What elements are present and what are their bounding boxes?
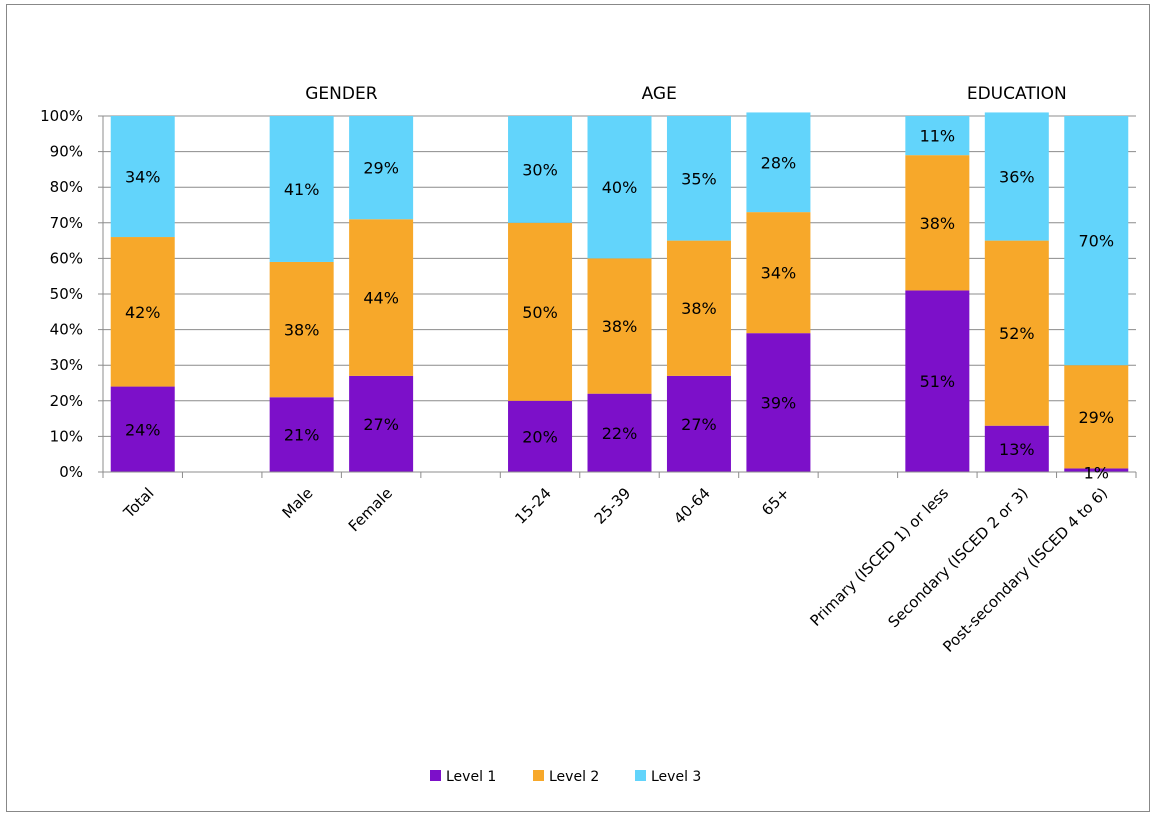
bar-segment xyxy=(587,116,652,259)
data-label: 24% xyxy=(125,420,161,439)
x-category-label: Post-secondary (ISCED 4 to 6) xyxy=(939,484,1111,656)
bar-segment xyxy=(666,240,731,376)
bar-segment xyxy=(349,219,414,376)
bar-segment xyxy=(746,333,811,472)
bar-segment xyxy=(269,261,334,398)
legend-label: Level 2 xyxy=(549,769,599,785)
bar-segment xyxy=(666,375,731,472)
data-label: 27% xyxy=(681,415,717,434)
bar-segment xyxy=(349,116,414,220)
x-category-label: 65+ xyxy=(758,484,793,519)
y-tick-label: 40% xyxy=(50,321,83,339)
legend-swatch xyxy=(430,770,441,781)
y-tick-label: 80% xyxy=(50,178,83,196)
bar-segment xyxy=(1064,468,1129,472)
bar-segment xyxy=(905,155,970,291)
data-label: 20% xyxy=(522,427,558,446)
x-category-label: Primary (ISCED 1) or less xyxy=(806,484,952,630)
data-label: 39% xyxy=(761,394,797,413)
bar-segment xyxy=(905,116,970,156)
data-label: 40% xyxy=(602,178,638,197)
y-tick-label: 30% xyxy=(50,356,83,374)
bar-segment xyxy=(508,222,573,401)
x-category-label: 25-39 xyxy=(591,484,635,528)
data-label: 1% xyxy=(1084,463,1109,482)
data-label: 13% xyxy=(999,440,1035,459)
bar-segment xyxy=(746,112,811,213)
legend-swatch xyxy=(533,770,544,781)
data-label: 34% xyxy=(761,264,797,283)
data-label: 38% xyxy=(920,214,956,233)
data-label: 34% xyxy=(125,168,161,187)
bar-segment xyxy=(508,400,573,472)
bar-segment xyxy=(666,116,731,241)
x-category-label: Total xyxy=(119,484,157,522)
y-tick-label: 70% xyxy=(50,214,83,232)
y-tick-label: 100% xyxy=(40,107,83,125)
y-tick-label: 10% xyxy=(50,427,83,445)
bar-segment xyxy=(349,375,414,472)
y-tick-labels: 0% 10% 20% 30% 40% 50% 60% 70% 80% 90% 100% xyxy=(40,107,83,481)
bar-segment xyxy=(269,397,334,472)
y-tick-label: 20% xyxy=(50,392,83,410)
data-label: 21% xyxy=(284,426,320,445)
data-label: 11% xyxy=(920,127,956,146)
legend-label: Level 1 xyxy=(446,769,496,785)
group-title: EDUCATION xyxy=(967,84,1067,104)
x-category-label: Female xyxy=(345,484,396,535)
data-label: 38% xyxy=(681,299,717,318)
bar-segment xyxy=(110,116,175,238)
data-label: 41% xyxy=(284,180,320,199)
data-label: 51% xyxy=(920,372,956,391)
bar-segment xyxy=(587,393,652,472)
bar-segment xyxy=(1064,365,1129,469)
bar-segment xyxy=(746,212,811,334)
data-label: 28% xyxy=(761,153,797,172)
data-label: 27% xyxy=(363,415,399,434)
y-tick-label: 0% xyxy=(59,463,83,481)
data-label: 36% xyxy=(999,168,1035,187)
data-label: 29% xyxy=(1078,408,1114,427)
data-labels: 24% 42% 34% 21% 38% 41% 27% 44% 29% 20% 50% 30% 22% 3… xyxy=(125,127,1114,483)
data-label: 52% xyxy=(999,324,1035,343)
y-tick-label: 90% xyxy=(50,143,83,161)
x-category-label: Male xyxy=(279,484,317,522)
x-category-label: 40-64 xyxy=(670,484,714,528)
legend-label: Level 3 xyxy=(651,769,701,785)
bar-segment xyxy=(905,290,970,472)
data-label: 38% xyxy=(602,317,638,336)
bar-segment xyxy=(110,237,175,387)
legend-swatch xyxy=(635,770,646,781)
data-label: 38% xyxy=(284,321,320,340)
bar-segment xyxy=(984,240,1049,426)
y-tick-label: 60% xyxy=(50,249,83,267)
group-title: AGE xyxy=(642,84,677,104)
legend: Level 1 Level 2 Level 3 xyxy=(430,769,701,785)
bar-segment xyxy=(1064,116,1129,366)
bar-segment xyxy=(984,112,1049,241)
group-title: GENDER xyxy=(305,84,377,104)
bars xyxy=(110,112,1129,472)
data-label: 44% xyxy=(363,289,399,308)
data-label: 42% xyxy=(125,303,161,322)
data-label: 29% xyxy=(363,159,399,178)
data-label: 22% xyxy=(602,424,638,443)
axes xyxy=(98,115,1137,478)
data-label: 35% xyxy=(681,169,717,188)
y-tick-label: 50% xyxy=(50,285,83,303)
x-category-label: Secondary (ISCED 2 or 3) xyxy=(884,484,1031,631)
data-label: 70% xyxy=(1078,232,1114,251)
data-label: 30% xyxy=(522,160,558,179)
bar-segment xyxy=(508,116,573,223)
x-category-label: 15-24 xyxy=(511,484,555,528)
group-titles: GENDER AGE EDUCATION xyxy=(305,84,1067,104)
x-category-labels: Total Male Female 15-24 25-39 40-64 65+ Primary… xyxy=(119,484,1111,656)
data-label: 50% xyxy=(522,303,558,322)
bar-segment xyxy=(110,386,175,472)
bar-segment xyxy=(984,425,1049,472)
bar-segment xyxy=(587,258,652,394)
bar-segment xyxy=(269,116,334,262)
